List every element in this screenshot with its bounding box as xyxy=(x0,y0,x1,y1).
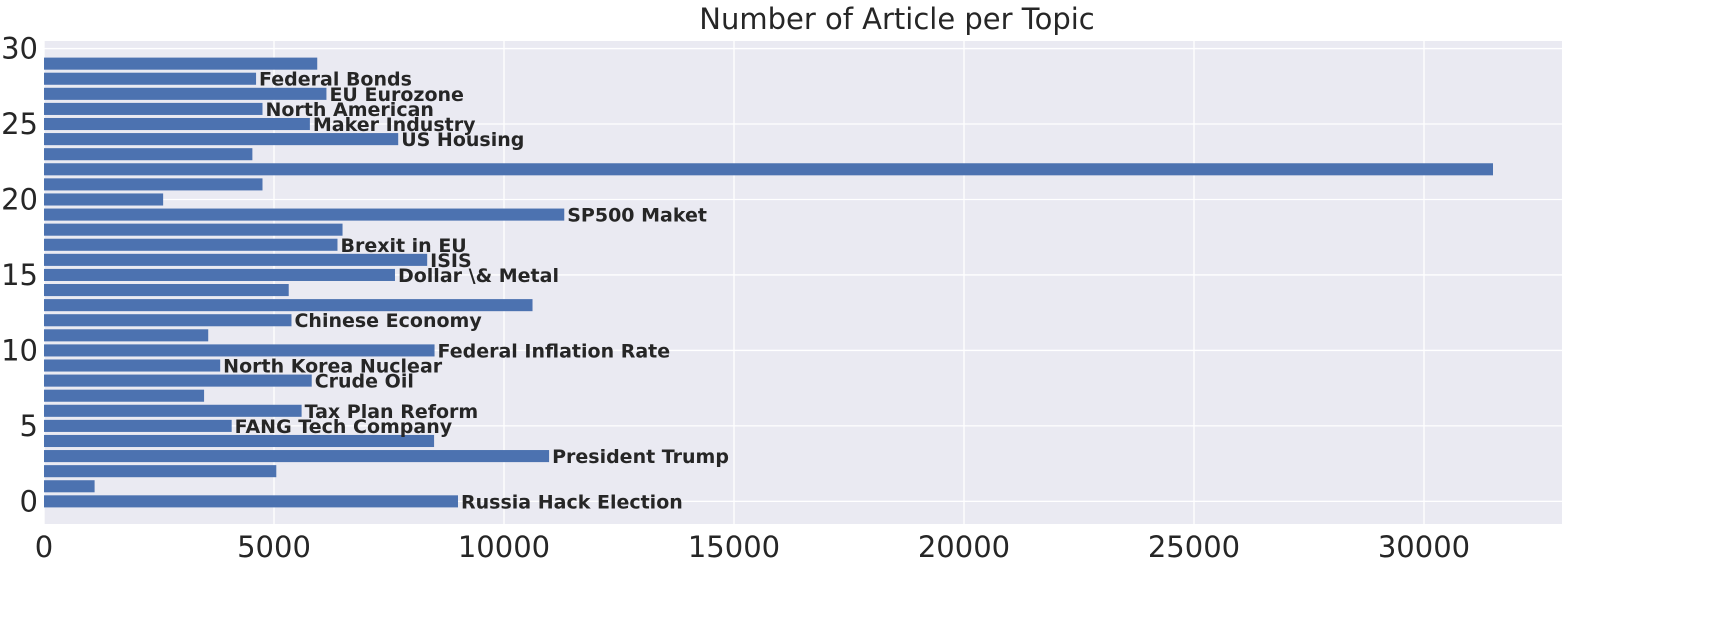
y-tick-label: 15 xyxy=(1,258,38,292)
bar xyxy=(44,419,232,432)
bar-label: Crude Oil xyxy=(315,371,414,393)
chart-title: Number of Article per Topic xyxy=(699,2,1094,36)
bar-label: Federal Inflation Rate xyxy=(438,340,671,362)
y-axis-ticks: 0 5 10 15 20 25 30 xyxy=(1,32,38,519)
bar xyxy=(44,465,277,478)
bar xyxy=(44,299,533,312)
y-tick-label: 0 xyxy=(20,484,38,518)
y-tick-label: 10 xyxy=(1,333,38,367)
bar-label: North American xyxy=(266,99,434,121)
bar xyxy=(44,434,435,448)
bar xyxy=(44,223,343,236)
bar xyxy=(44,344,435,357)
bar-label: Federal Bonds xyxy=(259,69,412,91)
bar xyxy=(44,329,209,342)
x-tick-label: 30000 xyxy=(1378,530,1470,564)
bar xyxy=(44,480,95,493)
x-tick-label: 0 xyxy=(35,530,53,564)
bar xyxy=(44,359,221,372)
x-tick-label: 25000 xyxy=(1148,530,1240,564)
bar xyxy=(44,117,310,131)
bar xyxy=(44,314,292,327)
bar xyxy=(44,389,205,402)
bar-label: SP500 Maket xyxy=(567,205,707,227)
bar xyxy=(44,450,550,463)
bar-labels: Russia Hack Election President Trump FANG … xyxy=(223,69,729,514)
bar xyxy=(44,57,318,70)
bars xyxy=(44,57,1493,508)
bar-label: Chinese Economy xyxy=(294,310,482,332)
bar-label: FANG Tech Company xyxy=(235,416,453,438)
bar-label: Maker Industry xyxy=(313,114,476,136)
bar xyxy=(44,193,164,206)
bar-label: Tax Plan Reform xyxy=(305,401,479,423)
bar xyxy=(44,163,1493,176)
x-tick-label: 5000 xyxy=(237,530,311,564)
bar-label: President Trump xyxy=(552,446,729,468)
bar-label: ISIS xyxy=(430,250,472,272)
bar xyxy=(44,102,263,115)
bar-label: EU Eurozone xyxy=(329,84,463,106)
bar xyxy=(44,284,289,297)
bar xyxy=(44,178,263,191)
bar-label: US Housing xyxy=(401,129,524,151)
bar-label: Dollar \& Metal xyxy=(398,265,559,287)
bar xyxy=(44,404,302,417)
x-tick-label: 20000 xyxy=(918,530,1010,564)
y-tick-label: 30 xyxy=(1,32,38,66)
bar xyxy=(44,72,257,85)
bar xyxy=(44,133,399,146)
bar xyxy=(44,87,327,100)
y-tick-label: 5 xyxy=(20,409,38,443)
bar xyxy=(44,495,458,508)
x-tick-label: 10000 xyxy=(458,530,550,564)
bar xyxy=(44,374,312,387)
y-tick-label: 20 xyxy=(1,182,38,216)
bar-label: Russia Hack Election xyxy=(461,491,683,513)
bar xyxy=(44,238,338,251)
bar xyxy=(44,268,395,281)
bar xyxy=(44,253,428,266)
bar xyxy=(44,148,253,161)
x-tick-label: 15000 xyxy=(688,530,780,564)
y-tick-label: 25 xyxy=(1,107,38,141)
x-axis-ticks: 0 5000 10000 15000 20000 25000 30000 xyxy=(35,530,1470,564)
bar-label: North Korea Nuclear xyxy=(223,356,443,378)
bar-label: Brexit in EU xyxy=(340,235,466,257)
bar xyxy=(44,208,565,221)
